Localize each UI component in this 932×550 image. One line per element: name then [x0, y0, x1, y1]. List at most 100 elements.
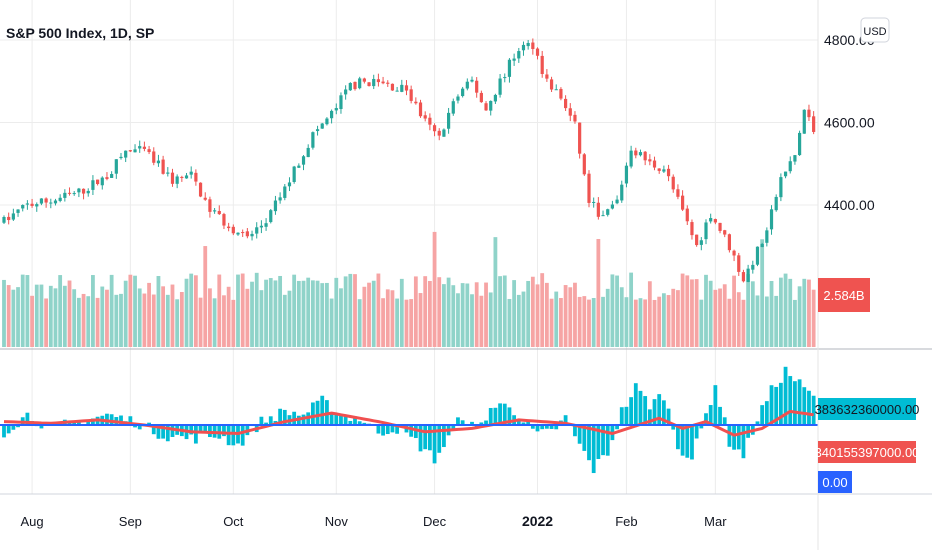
- volume-bar: [769, 280, 774, 347]
- candle-body: [334, 108, 338, 111]
- volume-bar: [619, 287, 624, 347]
- candle-body: [409, 89, 413, 101]
- chart-title: S&P 500 Index, 1D, SP: [6, 25, 154, 41]
- volume-bar: [563, 285, 568, 347]
- histogram-bar: [339, 414, 343, 425]
- histogram-bar: [109, 414, 114, 425]
- oscillator-layer: [0, 366, 818, 474]
- volume-bar: [750, 281, 755, 347]
- candle-body: [152, 151, 156, 163]
- candle-body: [330, 110, 334, 119]
- currency-button[interactable]: USD: [860, 17, 890, 43]
- histogram-bar: [685, 425, 690, 458]
- candle-layer: [2, 38, 816, 283]
- histogram-bar: [526, 420, 531, 425]
- volume-bar: [381, 298, 385, 347]
- histogram-bar: [442, 425, 446, 448]
- volume-bar: [713, 289, 718, 347]
- candle-body: [540, 55, 544, 74]
- volume-bar: [20, 274, 25, 347]
- histogram-bar: [699, 425, 704, 429]
- volume-label-text: 2.584B: [823, 288, 864, 303]
- candle-body: [222, 214, 226, 226]
- volume-bar: [764, 296, 769, 347]
- candle-body: [718, 222, 722, 231]
- candle-body: [96, 179, 100, 185]
- candle-body: [769, 209, 774, 230]
- candle-body: [264, 223, 268, 227]
- volume-bar: [245, 288, 250, 347]
- histogram-bar: [498, 403, 502, 425]
- histogram-bar: [25, 412, 30, 425]
- volume-bar: [807, 279, 811, 347]
- volume-bar: [596, 238, 601, 347]
- candle-body: [760, 243, 764, 248]
- candle-body: [44, 198, 48, 203]
- candle-body: [554, 89, 558, 91]
- volume-bar: [484, 282, 488, 347]
- histogram-bar: [507, 407, 512, 425]
- volume-bar: [48, 285, 53, 347]
- volume-bar: [212, 298, 217, 347]
- histogram-bar: [137, 425, 142, 430]
- volume-bar: [601, 296, 605, 347]
- histogram-bar: [128, 416, 133, 425]
- volume-bar: [708, 280, 713, 347]
- histogram-bar: [601, 425, 605, 456]
- candle-body: [746, 268, 750, 282]
- volume-bar: [95, 297, 100, 347]
- candle-body: [269, 210, 273, 223]
- histogram-bar: [381, 425, 385, 436]
- time-axis[interactable]: Aug Sep Oct Nov Dec 2022 Feb Mar: [21, 513, 728, 529]
- candle-body: [227, 226, 231, 229]
- histogram-bar: [788, 376, 793, 425]
- volume-bar: [423, 276, 428, 347]
- candle-body: [404, 85, 409, 91]
- volume-layer: [2, 231, 816, 347]
- candle-body: [86, 190, 90, 194]
- volume-bar: [694, 279, 699, 347]
- candle-body: [35, 204, 39, 207]
- candle-body: [666, 168, 671, 177]
- candle-body: [133, 149, 137, 153]
- volume-bar: [657, 296, 662, 347]
- volume-bar: [11, 289, 16, 347]
- volume-bar: [292, 274, 297, 347]
- candle-body: [170, 172, 175, 184]
- price-tick-label: 4400.00: [824, 197, 875, 213]
- candle-body: [812, 116, 816, 132]
- histogram-bar: [310, 402, 315, 425]
- candle-body: [114, 159, 118, 174]
- histogram-bar: [460, 420, 465, 425]
- candle-body: [362, 78, 366, 82]
- volume-bar: [147, 282, 151, 347]
- histogram-bar: [320, 395, 325, 425]
- histogram-bar: [554, 425, 559, 430]
- volume-bar: [254, 272, 259, 347]
- volume-bar: [432, 231, 437, 347]
- volume-bar: [390, 290, 395, 347]
- candle-body: [273, 200, 278, 212]
- histogram-bar: [222, 425, 226, 437]
- candle-body: [526, 42, 530, 47]
- histogram-bar: [793, 381, 797, 425]
- candle-body: [2, 216, 6, 223]
- histogram-bar: [778, 382, 783, 425]
- candle-body: [456, 96, 460, 101]
- volume-bar: [409, 299, 414, 347]
- candle-body: [194, 172, 198, 182]
- candle-body: [535, 48, 540, 56]
- volume-bar: [320, 283, 325, 347]
- volume-bar: [699, 299, 704, 347]
- candle-body: [652, 160, 657, 168]
- histogram-bar: [16, 425, 20, 428]
- volume-bar: [357, 299, 362, 347]
- volume-bar: [605, 288, 610, 347]
- histogram-bar: [722, 417, 727, 425]
- histogram-bar: [573, 425, 577, 437]
- volume-bar: [399, 278, 404, 347]
- candle-body: [779, 177, 783, 198]
- candle-body: [629, 150, 633, 167]
